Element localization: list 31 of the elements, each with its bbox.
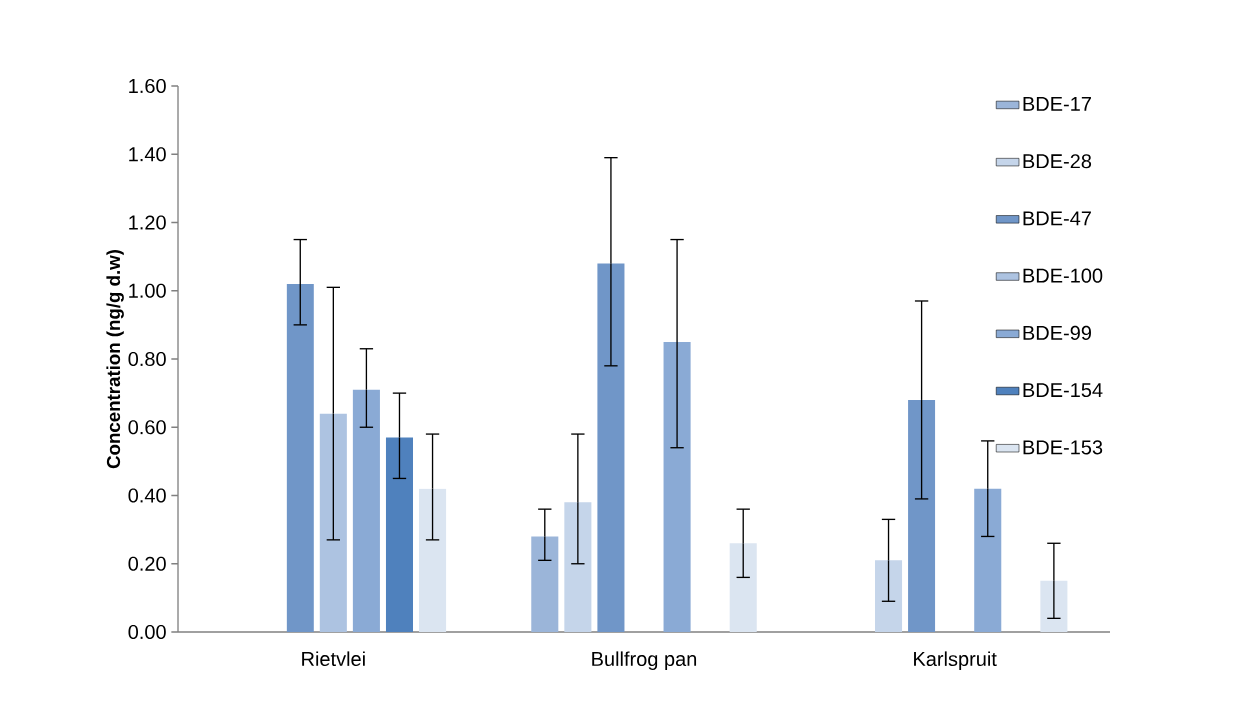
y-tick-label: 1.00 <box>129 283 166 298</box>
legend-label: BDE-47 <box>1023 211 1091 226</box>
y-tick-label: 0.40 <box>128 488 166 503</box>
bar <box>729 543 757 632</box>
y-tick-label: 0.00 <box>128 624 166 640</box>
x-tick-label: Rietvlei <box>302 651 365 667</box>
y-tick-label: 0.60 <box>128 420 166 435</box>
y-axis-title: Concentration (ng/g d.w) <box>106 250 124 469</box>
bar <box>419 488 447 632</box>
bar <box>663 341 691 632</box>
bar <box>286 283 314 632</box>
legend-label: BDE-99 <box>1023 325 1091 340</box>
legend-label: BDE-17 <box>1023 97 1091 111</box>
bar <box>352 389 380 632</box>
y-tick-label: 1.20 <box>129 215 166 230</box>
bar <box>564 502 592 632</box>
legend-label: BDE-153 <box>1023 440 1103 455</box>
y-tick-label: 1.60 <box>129 78 166 94</box>
legend-label: BDE-100 <box>1023 268 1103 283</box>
x-tick-label: Bullfrog pan <box>592 651 697 671</box>
y-tick-label: 0.20 <box>128 556 166 571</box>
x-tick-label: Karlspruit <box>914 651 997 671</box>
bar <box>597 263 625 632</box>
y-tick-label: 0.80 <box>128 351 166 367</box>
legend-label: BDE-154 <box>1023 383 1103 398</box>
bar <box>531 536 559 632</box>
y-tick-label: 1.40 <box>129 147 166 162</box>
bar <box>908 399 936 632</box>
bar <box>385 437 414 632</box>
legend-label: BDE-28 <box>1023 154 1092 169</box>
bar <box>974 488 1002 632</box>
